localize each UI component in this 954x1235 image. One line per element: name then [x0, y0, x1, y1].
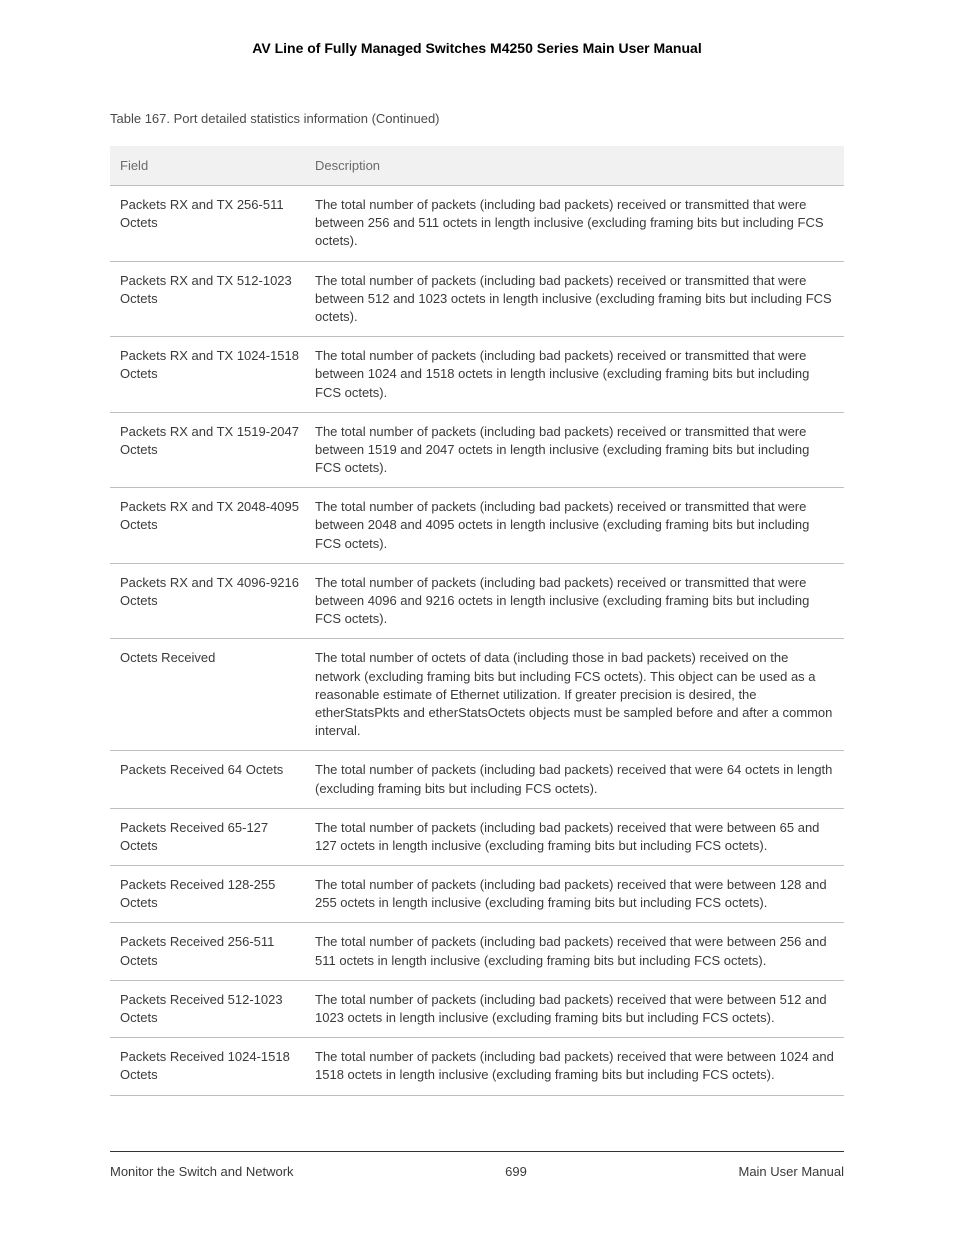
- description-cell: The total number of packets (including b…: [305, 261, 844, 337]
- description-cell: The total number of packets (including b…: [305, 923, 844, 980]
- page-header: AV Line of Fully Managed Switches M4250 …: [110, 40, 844, 56]
- description-cell: The total number of packets (including b…: [305, 337, 844, 413]
- field-cell: Packets Received 65-127 Octets: [110, 808, 305, 865]
- column-header-field: Field: [110, 146, 305, 186]
- table-row: Packets Received 64 Octets The total num…: [110, 751, 844, 808]
- table-row: Packets RX and TX 4096-9216 Octets The t…: [110, 563, 844, 639]
- description-cell: The total number of packets (including b…: [305, 412, 844, 488]
- table-row: Packets RX and TX 512-1023 Octets The to…: [110, 261, 844, 337]
- table-caption: Table 167. Port detailed statistics info…: [110, 111, 844, 126]
- page-footer: Monitor the Switch and Network 699 Main …: [110, 1151, 844, 1179]
- table-row: Packets RX and TX 1519-2047 Octets The t…: [110, 412, 844, 488]
- field-cell: Packets RX and TX 4096-9216 Octets: [110, 563, 305, 639]
- description-cell: The total number of packets (including b…: [305, 866, 844, 923]
- table-row: Packets RX and TX 1024-1518 Octets The t…: [110, 337, 844, 413]
- description-cell: The total number of octets of data (incl…: [305, 639, 844, 751]
- field-cell: Packets RX and TX 1024-1518 Octets: [110, 337, 305, 413]
- field-cell: Octets Received: [110, 639, 305, 751]
- table-row: Packets Received 128-255 Octets The tota…: [110, 866, 844, 923]
- table-row: Packets Received 1024-1518 Octets The to…: [110, 1038, 844, 1095]
- field-cell: Packets RX and TX 1519-2047 Octets: [110, 412, 305, 488]
- field-cell: Packets Received 64 Octets: [110, 751, 305, 808]
- field-cell: Packets Received 1024-1518 Octets: [110, 1038, 305, 1095]
- footer-section-title: Monitor the Switch and Network: [110, 1164, 294, 1179]
- field-cell: Packets Received 256-511 Octets: [110, 923, 305, 980]
- description-cell: The total number of packets (including b…: [305, 1038, 844, 1095]
- table-body: Packets RX and TX 256-511 Octets The tot…: [110, 186, 844, 1096]
- description-cell: The total number of packets (including b…: [305, 488, 844, 564]
- statistics-table: Field Description Packets RX and TX 256-…: [110, 146, 844, 1096]
- description-cell: The total number of packets (including b…: [305, 808, 844, 865]
- table-row: Packets Received 65-127 Octets The total…: [110, 808, 844, 865]
- field-cell: Packets RX and TX 256-511 Octets: [110, 186, 305, 262]
- description-cell: The total number of packets (including b…: [305, 751, 844, 808]
- table-row: Packets Received 512-1023 Octets The tot…: [110, 980, 844, 1037]
- field-cell: Packets Received 128-255 Octets: [110, 866, 305, 923]
- field-cell: Packets RX and TX 512-1023 Octets: [110, 261, 305, 337]
- field-cell: Packets RX and TX 2048-4095 Octets: [110, 488, 305, 564]
- footer-document-title: Main User Manual: [738, 1164, 844, 1179]
- field-cell: Packets Received 512-1023 Octets: [110, 980, 305, 1037]
- description-cell: The total number of packets (including b…: [305, 563, 844, 639]
- table-header-row: Field Description: [110, 146, 844, 186]
- table-row: Packets Received 256-511 Octets The tota…: [110, 923, 844, 980]
- column-header-description: Description: [305, 146, 844, 186]
- description-cell: The total number of packets (including b…: [305, 980, 844, 1037]
- page-title: AV Line of Fully Managed Switches M4250 …: [252, 40, 701, 56]
- table-row: Packets RX and TX 2048-4095 Octets The t…: [110, 488, 844, 564]
- table-row: Octets Received The total number of octe…: [110, 639, 844, 751]
- table-row: Packets RX and TX 256-511 Octets The tot…: [110, 186, 844, 262]
- footer-page-number: 699: [505, 1164, 527, 1179]
- description-cell: The total number of packets (including b…: [305, 186, 844, 262]
